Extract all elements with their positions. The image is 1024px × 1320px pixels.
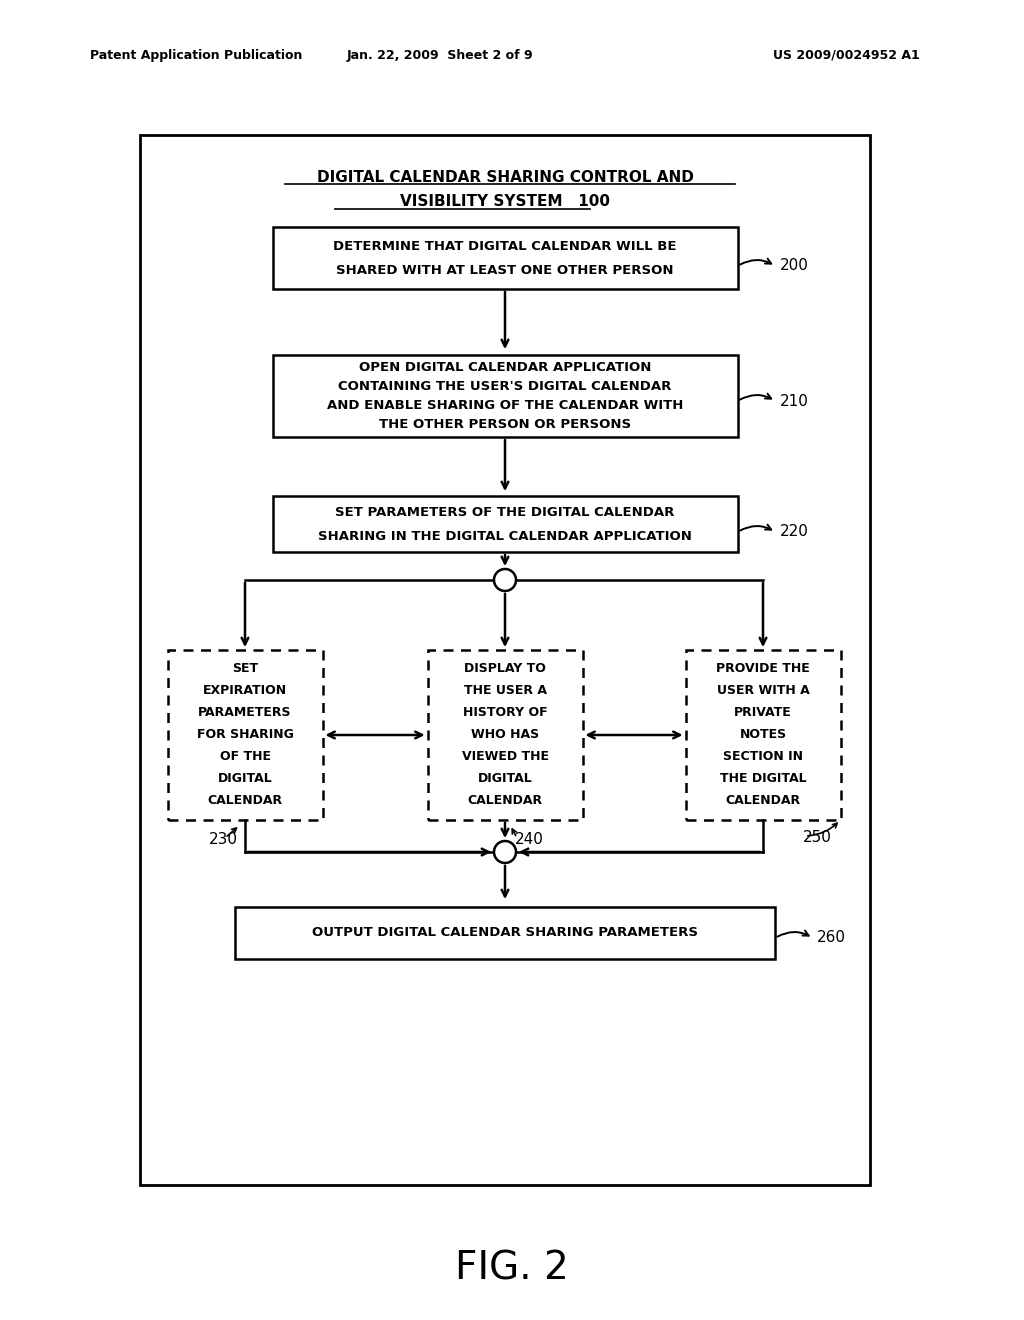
Bar [272,496,737,552]
Bar [234,907,775,960]
Text: 200: 200 [779,259,808,273]
Bar [685,649,841,820]
Text: PARAMETERS: PARAMETERS [199,706,292,719]
Text: DIGITAL CALENDAR SHARING CONTROL AND: DIGITAL CALENDAR SHARING CONTROL AND [316,169,693,185]
Text: CONTAINING THE USER'S DIGITAL CALENDAR: CONTAINING THE USER'S DIGITAL CALENDAR [338,380,672,393]
Text: CALENDAR: CALENDAR [208,795,283,808]
Circle shape [494,569,516,591]
Text: OF THE: OF THE [219,751,270,763]
Text: SET: SET [232,663,258,676]
Text: 250: 250 [803,830,831,846]
Text: USER WITH A: USER WITH A [717,685,809,697]
Text: SHARED WITH AT LEAST ONE OTHER PERSON: SHARED WITH AT LEAST ONE OTHER PERSON [336,264,674,276]
Text: DISPLAY TO: DISPLAY TO [464,663,546,676]
Text: DIGITAL: DIGITAL [218,772,272,785]
Text: FOR SHARING: FOR SHARING [197,729,294,742]
Text: PRIVATE: PRIVATE [734,706,792,719]
Text: SET PARAMETERS OF THE DIGITAL CALENDAR: SET PARAMETERS OF THE DIGITAL CALENDAR [335,506,675,519]
Bar [427,649,583,820]
Text: OPEN DIGITAL CALENDAR APPLICATION: OPEN DIGITAL CALENDAR APPLICATION [358,360,651,374]
Text: VIEWED THE: VIEWED THE [462,751,549,763]
Text: THE DIGITAL: THE DIGITAL [720,772,806,785]
Text: SECTION IN: SECTION IN [723,751,803,763]
Text: 210: 210 [779,393,808,408]
Text: FIG. 2: FIG. 2 [455,1249,569,1287]
Text: EXPIRATION: EXPIRATION [203,685,287,697]
Text: SHARING IN THE DIGITAL CALENDAR APPLICATION: SHARING IN THE DIGITAL CALENDAR APPLICAT… [318,529,692,543]
Text: 220: 220 [779,524,808,540]
Text: Patent Application Publication: Patent Application Publication [90,49,302,62]
Text: OUTPUT DIGITAL CALENDAR SHARING PARAMETERS: OUTPUT DIGITAL CALENDAR SHARING PARAMETE… [312,927,698,940]
Text: PROVIDE THE: PROVIDE THE [716,663,810,676]
Text: Jan. 22, 2009  Sheet 2 of 9: Jan. 22, 2009 Sheet 2 of 9 [347,49,534,62]
Text: AND ENABLE SHARING OF THE CALENDAR WITH: AND ENABLE SHARING OF THE CALENDAR WITH [327,399,683,412]
Text: VISIBILITY SYSTEM   100: VISIBILITY SYSTEM 100 [400,194,610,210]
Text: CALENDAR: CALENDAR [725,795,801,808]
Text: NOTES: NOTES [739,729,786,742]
Bar [140,135,870,1185]
Bar [272,227,737,289]
Text: THE OTHER PERSON OR PERSONS: THE OTHER PERSON OR PERSONS [379,418,631,432]
Text: 260: 260 [817,931,846,945]
Text: THE USER A: THE USER A [464,685,547,697]
Circle shape [494,841,516,863]
Text: WHO HAS: WHO HAS [471,729,539,742]
Text: DETERMINE THAT DIGITAL CALENDAR WILL BE: DETERMINE THAT DIGITAL CALENDAR WILL BE [333,240,677,253]
Bar [272,355,737,437]
Text: US 2009/0024952 A1: US 2009/0024952 A1 [773,49,920,62]
Text: CALENDAR: CALENDAR [467,795,543,808]
Text: HISTORY OF: HISTORY OF [463,706,547,719]
Text: DIGITAL: DIGITAL [477,772,532,785]
Text: 230: 230 [209,833,238,847]
Bar [168,649,323,820]
Text: 240: 240 [515,833,544,847]
